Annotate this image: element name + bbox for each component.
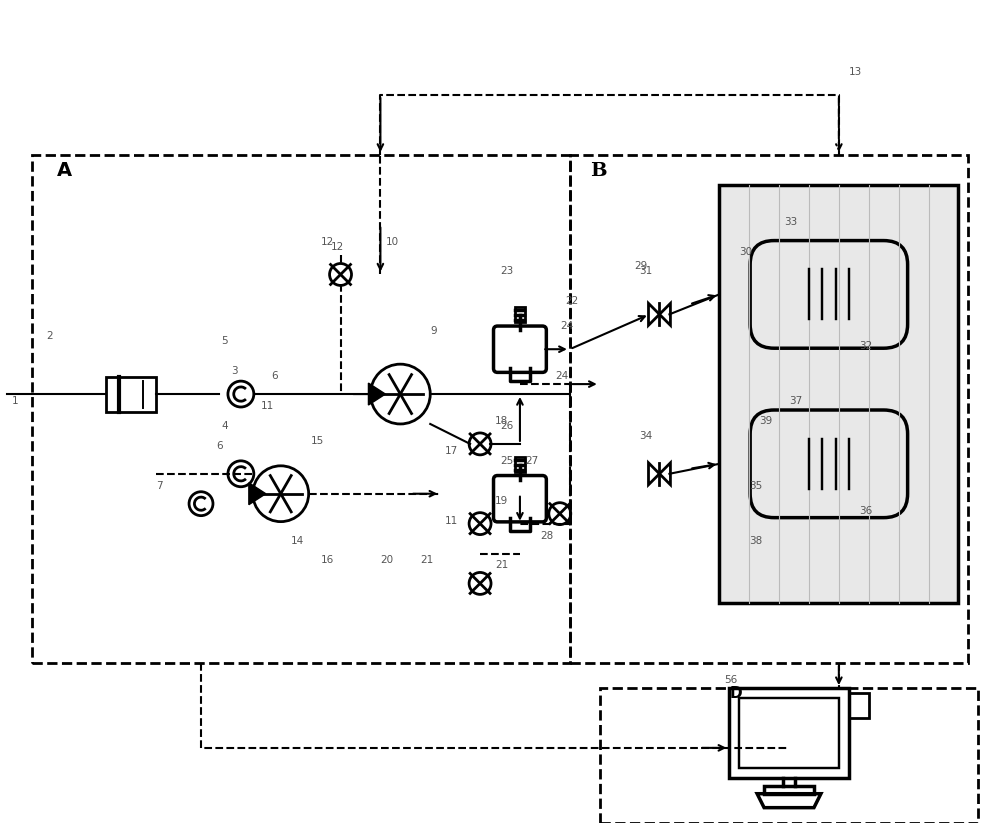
Bar — [515, 456, 525, 471]
Text: 19: 19 — [495, 496, 508, 506]
Text: 14: 14 — [291, 536, 304, 545]
Text: 6: 6 — [216, 441, 223, 451]
Text: 5: 5 — [221, 336, 228, 346]
Text: 29: 29 — [635, 261, 648, 271]
Text: 37: 37 — [789, 396, 802, 406]
Text: 28: 28 — [540, 531, 553, 541]
Text: 21: 21 — [495, 560, 508, 570]
Text: 24: 24 — [555, 371, 568, 382]
Text: 17: 17 — [445, 446, 458, 456]
Text: 20: 20 — [380, 555, 394, 565]
Text: 56: 56 — [724, 675, 737, 685]
Bar — [764, 786, 814, 794]
Text: D: D — [729, 686, 742, 701]
Text: 22: 22 — [565, 297, 578, 307]
Polygon shape — [648, 303, 659, 325]
Text: 9: 9 — [430, 326, 437, 336]
Polygon shape — [659, 303, 670, 325]
Bar — [106, 377, 156, 411]
Text: 30: 30 — [739, 246, 752, 256]
Polygon shape — [368, 383, 385, 405]
Text: 12: 12 — [321, 236, 334, 246]
Bar — [515, 307, 525, 322]
Text: 16: 16 — [321, 555, 334, 565]
Polygon shape — [659, 463, 670, 485]
Text: 1: 1 — [12, 396, 18, 406]
Text: 7: 7 — [156, 480, 163, 491]
Text: 38: 38 — [749, 536, 762, 545]
Text: 21: 21 — [420, 555, 434, 565]
Text: A: A — [57, 161, 72, 180]
Text: 11: 11 — [445, 516, 458, 526]
Text: 2: 2 — [47, 331, 53, 341]
Polygon shape — [648, 463, 659, 485]
Text: 25: 25 — [500, 456, 513, 466]
Text: 27: 27 — [525, 456, 538, 466]
Text: 10: 10 — [385, 236, 399, 246]
Polygon shape — [249, 483, 266, 504]
Bar — [849, 693, 869, 718]
Text: 34: 34 — [640, 431, 653, 441]
Text: 35: 35 — [749, 480, 762, 491]
Text: 36: 36 — [859, 506, 872, 516]
Text: 39: 39 — [759, 416, 772, 426]
Text: 11: 11 — [261, 401, 274, 411]
Bar — [719, 185, 958, 603]
Text: 18: 18 — [495, 416, 508, 426]
Text: 26: 26 — [500, 421, 513, 431]
Text: 12: 12 — [331, 241, 344, 251]
Text: 15: 15 — [311, 436, 324, 446]
Text: B: B — [590, 162, 606, 180]
Text: 32: 32 — [859, 341, 872, 351]
Text: 6: 6 — [271, 371, 277, 382]
Text: 31: 31 — [640, 266, 653, 277]
Text: 13: 13 — [849, 67, 862, 77]
Text: 33: 33 — [784, 217, 797, 227]
Text: 24: 24 — [560, 321, 573, 331]
Text: 23: 23 — [500, 266, 513, 277]
Text: 3: 3 — [231, 366, 238, 376]
Text: 4: 4 — [221, 421, 228, 431]
